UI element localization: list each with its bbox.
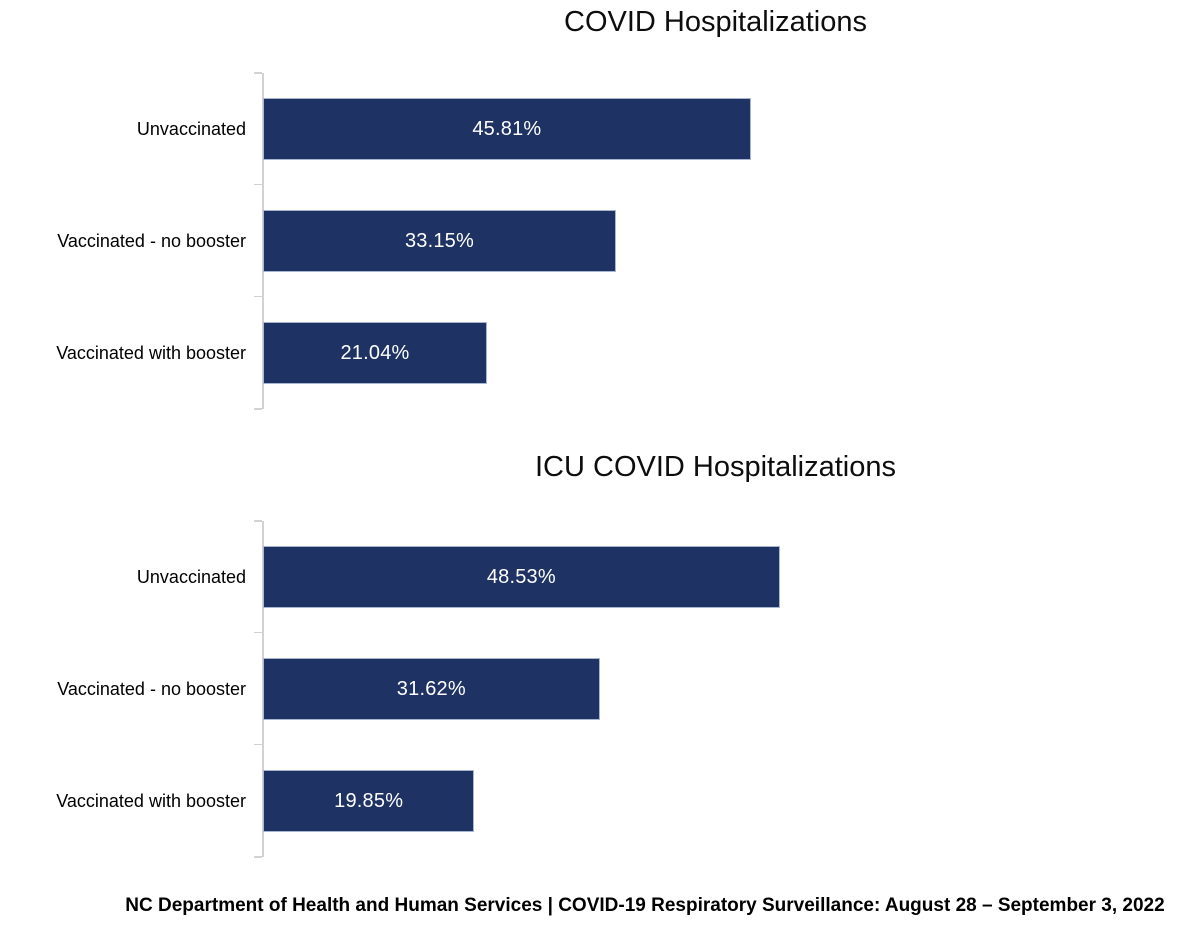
axis-tick	[254, 183, 262, 186]
bar: 45.81%	[263, 98, 751, 160]
axis-tick	[254, 856, 262, 858]
bar-value-label: 45.81%	[472, 117, 542, 140]
y-axis-line	[262, 73, 264, 409]
bar-row: Vaccinated - no booster 31.62%	[57, 633, 1168, 745]
bar-value-label: 33.15%	[404, 229, 474, 252]
bar-row: Vaccinated with booster 19.85%	[56, 745, 1168, 857]
category-label: Unvaccinated	[136, 566, 246, 587]
bar: 19.85%	[263, 770, 475, 832]
bar-row: Unvaccinated 48.53%	[137, 521, 1168, 633]
bar: 21.04%	[263, 322, 487, 384]
bar-row: Vaccinated - no booster 33.15%	[57, 185, 1168, 297]
bar-value-label: 19.85%	[334, 789, 404, 812]
chart-icu-covid-hospitalizations: ICU COVID Hospitalizations Unvaccinated 4…	[0, 442, 1200, 882]
y-axis-line	[262, 521, 264, 857]
axis-tick	[254, 72, 262, 74]
bar-value-label: 21.04%	[340, 341, 410, 364]
category-label: Vaccinated with booster	[56, 790, 246, 811]
axis-tick	[254, 631, 262, 634]
bar: 33.15%	[263, 210, 616, 272]
axis-tick	[254, 295, 262, 298]
axis-tick	[254, 743, 262, 746]
chart-title: ICU COVID Hospitalizations	[535, 451, 896, 483]
bar-value-label: 31.62%	[396, 677, 466, 700]
bar-value-label: 48.53%	[486, 565, 556, 588]
bar: 48.53%	[263, 546, 780, 608]
chart-covid-hospitalizations: COVID Hospitalizations Unvaccinated 45.81…	[0, 0, 1200, 442]
plot-area: Unvaccinated 48.53% Vaccinated - no booste…	[56, 520, 1168, 858]
category-label: Vaccinated - no booster	[57, 230, 246, 251]
category-label: Vaccinated with booster	[56, 342, 246, 363]
bar: 31.62%	[263, 658, 600, 720]
axis-tick	[254, 520, 262, 522]
axis-tick	[254, 408, 262, 410]
bar-row: Unvaccinated 45.81%	[137, 73, 1168, 185]
plot-area: Unvaccinated 45.81% Vaccinated - no booste…	[56, 72, 1168, 410]
category-label: Unvaccinated	[136, 118, 246, 139]
footer-text: NC Department of Health and Human Servic…	[125, 895, 1165, 916]
chart-title: COVID Hospitalizations	[564, 6, 867, 38]
bar-row: Vaccinated with booster 21.04%	[56, 297, 1168, 409]
category-label: Vaccinated - no booster	[57, 678, 246, 699]
